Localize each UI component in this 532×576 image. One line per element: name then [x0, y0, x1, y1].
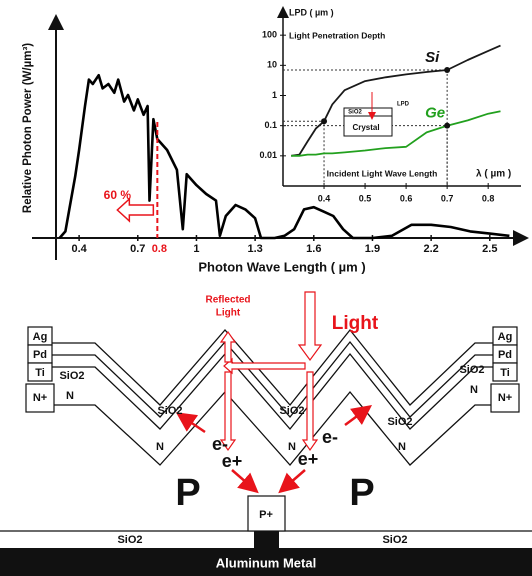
- region-label: P: [349, 472, 374, 514]
- n-label: N: [288, 441, 296, 453]
- carrier-arrows: [180, 408, 368, 490]
- n-label: N: [398, 441, 406, 453]
- layer-label: N: [66, 390, 74, 402]
- series-line: [291, 46, 500, 156]
- annotation: 60 %: [104, 188, 132, 202]
- inset-label: SiO2: [348, 110, 362, 116]
- layer-label: Pd: [33, 349, 47, 361]
- layer-label: Ag: [33, 331, 48, 343]
- y-axis-label: Relative Photon Power (W/µm³): [22, 43, 34, 213]
- lpd-chart: 0.01 0.1 1 10 100 0.4 0.5 0.6 0.7 0.8 LPD ( µm ) Li…: [259, 7, 521, 203]
- x-tick-label: 1.3: [247, 243, 262, 255]
- x-tick-label: 2.2: [423, 243, 438, 255]
- x-tick-label: 1: [193, 243, 199, 255]
- x-tick-label: 1.6: [306, 243, 321, 255]
- series-label: Ge: [425, 105, 445, 122]
- series-line: [291, 111, 500, 156]
- contact-label: P+: [259, 509, 273, 521]
- reflected-label: Light: [216, 308, 241, 319]
- x-tick-label: 0.4: [71, 243, 87, 255]
- spectrum-chart: 0.4 0.7 1 1.3 1.6 1.9 2.2 2.5 Photon Wave Length…: [22, 18, 525, 274]
- light-label: Light: [332, 313, 379, 334]
- x-tick-label: 2.5: [482, 243, 497, 255]
- layer-label: Ti: [35, 367, 45, 379]
- layer-label: N: [470, 384, 478, 396]
- oxide-label: SiO2: [387, 416, 412, 428]
- oxide-label: SiO2: [117, 534, 142, 546]
- layer-label: N+: [33, 392, 47, 404]
- point: [444, 67, 450, 73]
- inset-label: Crystal: [352, 123, 379, 132]
- y-axis-label: LPD ( µm ): [289, 7, 334, 17]
- x-unit-label: λ ( µm ): [476, 169, 511, 180]
- point: [321, 118, 327, 124]
- x-tick-label: 0.7: [130, 243, 145, 255]
- oxide-label: SiO2: [157, 405, 182, 417]
- x-tick-label: 1.9: [365, 243, 380, 255]
- oxide-label: SiO2: [382, 534, 407, 546]
- layer-label: N+: [498, 392, 512, 404]
- y-tick-label: 1: [272, 90, 277, 100]
- layer-label: SiO2: [59, 370, 84, 382]
- x-axis-label: Photon Wave Length ( µm ): [198, 259, 365, 274]
- region-label: P: [175, 472, 200, 514]
- series-label: Si: [425, 49, 440, 66]
- y-tick-label: 0.1: [264, 120, 277, 130]
- figure: 0.4 0.7 1 1.3 1.6 1.9 2.2 2.5 Photon Wave Length…: [0, 0, 532, 576]
- x-tick-label: 0.5: [359, 193, 372, 203]
- y-tick-label: 10: [267, 60, 277, 70]
- highlight-label: 0.8: [152, 243, 167, 255]
- device-diagram: Light Reflected Light Ag Pd Ti SiO2 N+ N…: [0, 292, 532, 576]
- inset-label: LPD: [397, 102, 410, 108]
- y-tick-label: 0.01: [259, 150, 277, 160]
- layer-label: Ag: [498, 331, 513, 343]
- metal-label: Aluminum Metal: [216, 555, 316, 570]
- layers: [28, 330, 505, 465]
- subtitle: Light Penetration Depth: [289, 30, 385, 40]
- layer-label: Pd: [498, 349, 512, 361]
- reflected-label: Reflected: [205, 295, 250, 306]
- x-tick-label: 0.6: [400, 193, 413, 203]
- y-tick-label: 100: [262, 30, 277, 40]
- hole-label: e+: [222, 451, 243, 471]
- x-tick-label: 0.8: [482, 193, 495, 203]
- hole-label: e+: [298, 449, 319, 469]
- x-tick-label: 0.4: [318, 193, 331, 203]
- annotation-arrow: [117, 199, 153, 221]
- oxide-label: SiO2: [279, 405, 304, 417]
- x-tick-label: 0.7: [441, 193, 454, 203]
- electron-label: e-: [322, 427, 338, 447]
- x-axis-label: Incident Light Wave Length: [327, 168, 438, 178]
- layer-label: SiO2: [459, 364, 484, 376]
- layer-label: Ti: [500, 367, 510, 379]
- point: [444, 123, 450, 129]
- n-label: N: [156, 441, 164, 453]
